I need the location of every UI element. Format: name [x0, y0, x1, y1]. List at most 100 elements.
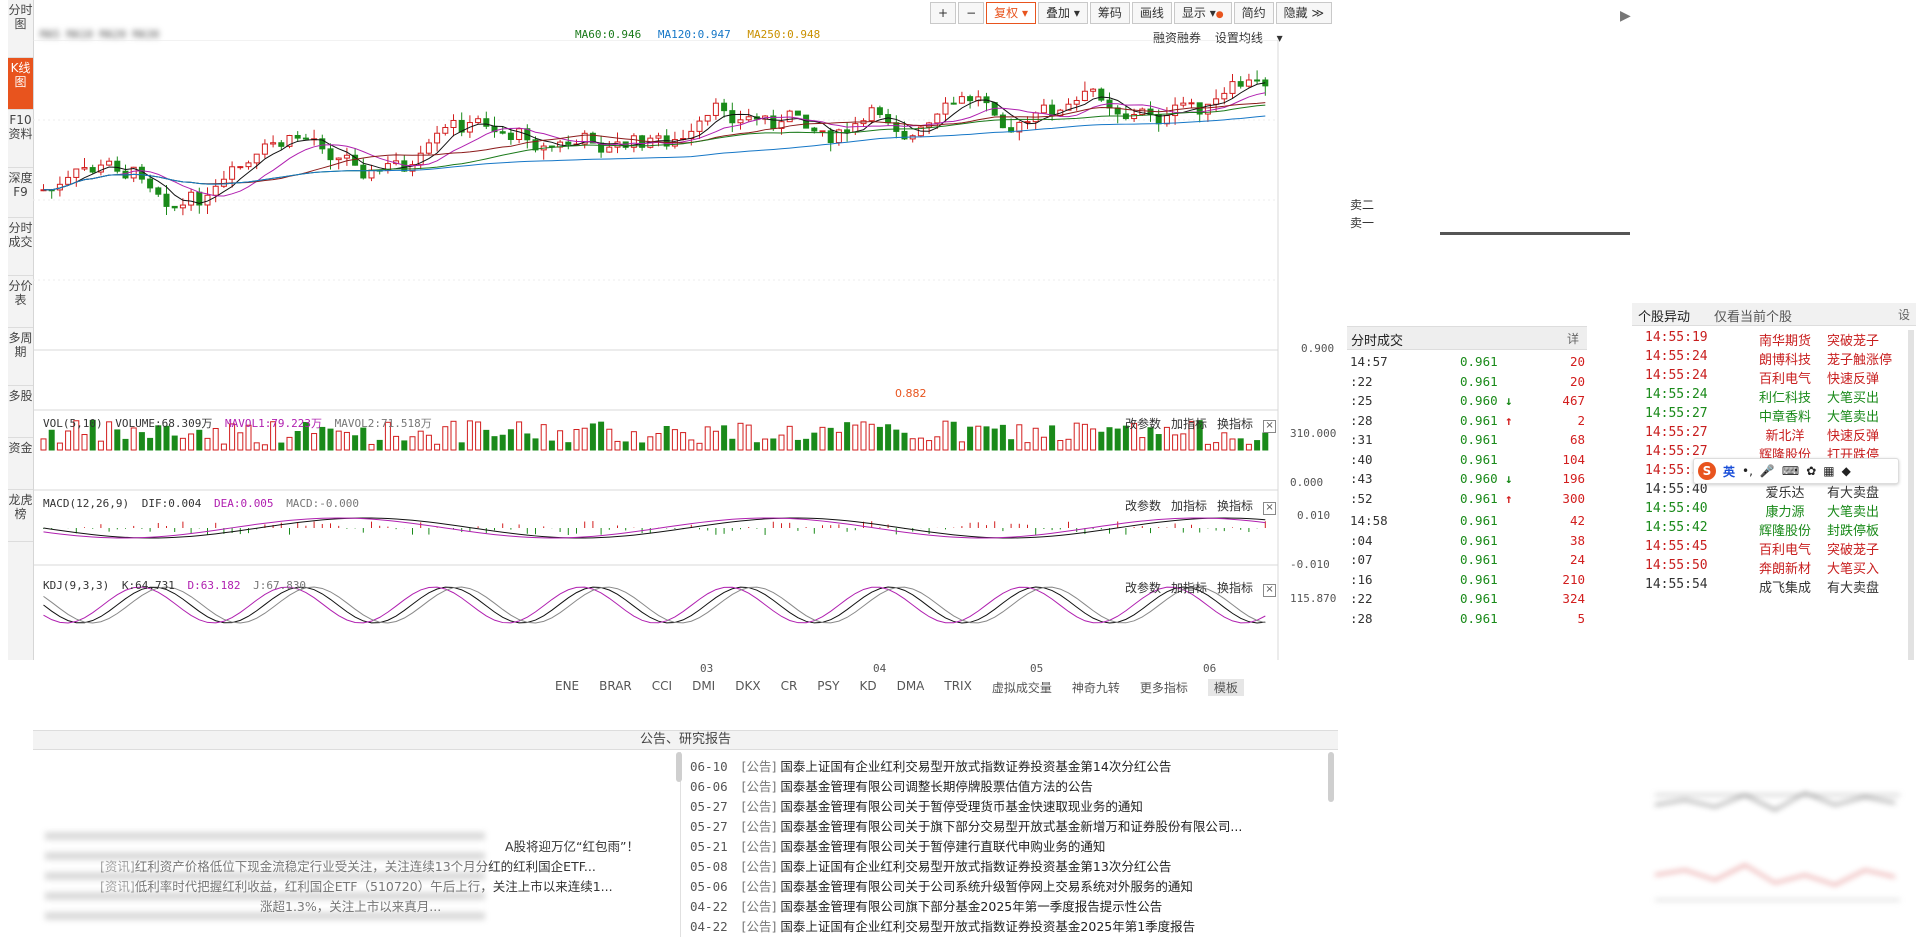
alert-stock-name[interactable]: 朗博科技 [1758, 353, 1811, 368]
indicator-tab-10[interactable]: 虚拟成交量 [991, 681, 1052, 695]
indicator-tab-13[interactable]: 模板 [1207, 679, 1244, 696]
indicator-tab-7[interactable]: KD [859, 679, 877, 693]
news-title[interactable]: A股将迎万亿“红包雨”！ [505, 839, 640, 854]
news-row[interactable]: 涨超1.3%，关注上市以来真月... [260, 896, 441, 915]
indicator-tab-0[interactable]: ENE [555, 679, 580, 693]
alert-row[interactable]: 14:55:50 奔朗新材 大笔买入 [1645, 558, 1885, 577]
alert-row[interactable]: 14:55:42 辉隆股份 封跌停板 [1645, 520, 1885, 539]
announcement-title[interactable]: 国泰基金管理有限公司关于暂停受理货币基金快速取现业务的通知 [780, 799, 1143, 814]
keyboard-icon[interactable]: ⌨ [1781, 464, 1800, 478]
alert-row[interactable]: 14:55:24 朗博科技 茏子触涨停 [1645, 349, 1892, 368]
announcement-row[interactable]: 05-08 [公告] 国泰上证国有企业红利交易型开放式指数证券投资基金第13次分红公… [690, 856, 1171, 875]
alert-row[interactable]: 14:55:27 新北洋 快速反弹 [1645, 425, 1885, 444]
indicator-tab-12[interactable]: 更多指标 [1139, 681, 1188, 695]
announcement-title[interactable]: 国泰基金管理有限公司关于暂停建行直联代申购业务的通知 [780, 839, 1106, 854]
zoom-out-button[interactable]: − [958, 2, 985, 24]
macd-add-indicator[interactable]: 加指标 [1171, 499, 1208, 513]
announcement-row[interactable]: 04-22 [公告] 国泰基金管理有限公司旗下部分基金2025年第一季度报告提示性公… [690, 896, 1162, 915]
indicator-tab-11[interactable]: 神奇九转 [1071, 681, 1120, 695]
ime-lang-label[interactable]: 英 [1723, 464, 1736, 479]
alert-row[interactable]: 14:55:40 康力源 大笔卖出 [1645, 501, 1885, 520]
alert-row[interactable]: 14:55:27 中章香料 大笔卖出 [1645, 406, 1885, 425]
zoom-in-button[interactable]: + [930, 2, 957, 24]
xianshi-dropdown[interactable]: 显示 ▾● [1173, 2, 1232, 24]
indicator-tab-2[interactable]: CCI [651, 679, 673, 693]
announcement-row[interactable]: 05-21 [公告] 国泰基金管理有限公司关于暂停建行直联代申购业务的通知 [690, 836, 1105, 855]
left-tab-7[interactable]: 多股 [8, 386, 33, 438]
news-row[interactable]: A股将迎万亿“红包雨”！ [505, 836, 639, 855]
alert-stock-name[interactable]: 中章香料 [1758, 410, 1811, 425]
announcement-title[interactable]: 国泰上证国有企业红利交易型开放式指数证券投资基金第14次分红公告 [780, 759, 1172, 774]
tab-stock-alerts[interactable]: 个股异动 [1638, 310, 1691, 325]
yincang-button[interactable]: 隐藏 ≫ [1275, 2, 1333, 24]
left-tab-5[interactable]: 分价表 [8, 276, 33, 328]
diejia-dropdown[interactable]: 叠加 ▾ [1037, 2, 1088, 24]
alert-stock-name[interactable]: 奔朗新材 [1758, 562, 1811, 577]
vol-close-icon[interactable]: × [1263, 420, 1277, 433]
alerts-scrollbar[interactable] [1908, 330, 1914, 660]
indicator-tab-5[interactable]: CR [780, 679, 798, 693]
macd-switch-indicator[interactable]: 换指标 [1217, 499, 1254, 513]
ime-toolbar[interactable]: S 英 •, 🎤 ⌨ ✿ ▦ ◆ [1693, 458, 1899, 484]
announcement-title[interactable]: 国泰上证国有企业红利交易型开放式指数证券投资基金2025年第1季度报告 [780, 919, 1196, 934]
punct-icon[interactable]: •, [1742, 464, 1753, 478]
announcement-row[interactable]: 05-06 [公告] 国泰基金管理有限公司关于公司系统升级暂停网上交易系统对外服务的… [690, 876, 1193, 895]
announcement-title[interactable]: 国泰基金管理有限公司调整长期停牌股票估值方法的公告 [780, 779, 1093, 794]
announcement-title[interactable]: 国泰基金管理有限公司关于公司系统升级暂停网上交易系统对外服务的通知 [780, 879, 1193, 894]
alert-stock-name[interactable]: 新北洋 [1765, 429, 1805, 444]
news-row[interactable]: [资讯]低利率时代把握红利收益，红利国企ETF（510720）午后上行，关注上市… [100, 876, 613, 895]
announcement-row[interactable]: 05-27 [公告] 国泰基金管理有限公司关于暂停受理货币基金快速取现业务的通知 [690, 796, 1143, 815]
set-ma-button[interactable]: 设置均线 [1214, 31, 1263, 45]
indicator-tab-4[interactable]: DKX [735, 679, 761, 693]
announcement-row[interactable]: 05-27 [公告] 国泰基金管理有限公司关于旗下部分交易型开放式基金新增万和证券股… [690, 816, 1242, 835]
macd-close-icon[interactable]: × [1263, 502, 1277, 515]
huaxian-button[interactable]: 画线 [1131, 2, 1172, 24]
alert-stock-name[interactable]: 百利电气 [1758, 543, 1811, 558]
kdj-switch-indicator[interactable]: 换指标 [1217, 581, 1254, 595]
fuquan-dropdown[interactable]: 复权 ▾ [986, 2, 1036, 24]
left-tab-6[interactable]: 多周期 [8, 328, 33, 386]
macd-change-params[interactable]: 改参数 [1125, 499, 1162, 513]
vol-change-params[interactable]: 改参数 [1125, 417, 1162, 431]
alert-stock-name[interactable]: 康力源 [1765, 505, 1805, 520]
kdj-add-indicator[interactable]: 加指标 [1171, 581, 1208, 595]
left-tab-9[interactable]: 龙虎榜 [8, 490, 33, 542]
rzrq-button[interactable]: 融资融券 [1153, 31, 1202, 45]
alert-stock-name[interactable]: 爱乐达 [1765, 486, 1805, 501]
left-tab-1[interactable]: K线图 [8, 58, 33, 110]
alert-stock-name[interactable]: 百利电气 [1758, 372, 1811, 387]
news-title[interactable]: 红利资产价格低位下现金流稳定行业受关注，关注连续13个月分红的红利国企ETF..… [134, 859, 596, 874]
grid-icon[interactable]: ▦ [1823, 464, 1835, 478]
kdj-change-params[interactable]: 改参数 [1125, 581, 1162, 595]
alert-row[interactable]: 14:55:40 爱乐达 有大卖盘 [1645, 482, 1885, 501]
indicator-tab-6[interactable]: PSY [817, 679, 840, 693]
alert-row[interactable]: 14:55:24 百利电气 快速反弹 [1645, 368, 1885, 387]
collapse-arrow-icon[interactable]: ▶ [1620, 8, 1631, 24]
skin-icon[interactable]: ✿ [1806, 464, 1817, 478]
trades-detail-button[interactable]: 详 [1566, 332, 1579, 346]
left-news-scrollbar[interactable] [676, 752, 682, 782]
alert-stock-name[interactable]: 成飞集成 [1758, 581, 1811, 596]
chouma-button[interactable]: 筹码 [1089, 2, 1130, 24]
left-tab-2[interactable]: F10资料 [8, 110, 33, 168]
news-title[interactable]: 低利率时代把握红利收益，红利国企ETF（510720）午后上行，关注上市以来连续… [134, 879, 613, 894]
indicator-tab-9[interactable]: TRIX [944, 679, 972, 693]
jianyue-button[interactable]: 简约 [1233, 2, 1274, 24]
alerts-settings-button[interactable]: 设 [1897, 308, 1910, 322]
announcement-title[interactable]: 国泰基金管理有限公司旗下部分基金2025年第一季度报告提示性公告 [780, 899, 1163, 914]
vol-add-indicator[interactable]: 加指标 [1171, 417, 1208, 431]
announcement-row[interactable]: 06-10 [公告] 国泰上证国有企业红利交易型开放式指数证券投资基金第14次分红公… [690, 756, 1171, 775]
more-icon[interactable]: ◆ [1841, 464, 1851, 478]
indicator-tab-8[interactable]: DMA [896, 679, 925, 693]
mic-icon[interactable]: 🎤 [1759, 464, 1775, 478]
announcement-title[interactable]: 国泰上证国有企业红利交易型开放式指数证券投资基金第13次分红公告 [780, 859, 1172, 874]
left-tab-8[interactable]: 资金 [8, 438, 33, 490]
kdj-close-icon[interactable]: × [1263, 584, 1277, 597]
alert-stock-name[interactable]: 南华期货 [1758, 334, 1811, 349]
news-title[interactable]: 涨超1.3%，关注上市以来真月... [260, 899, 442, 914]
left-tab-3[interactable]: 深度F9 [8, 168, 33, 218]
news-scrollbar[interactable] [1328, 752, 1334, 802]
news-row[interactable]: [资讯]红利资产价格低位下现金流稳定行业受关注，关注连续13个月分红的红利国企E… [100, 856, 596, 875]
left-tab-4[interactable]: 分时成交 [8, 218, 33, 276]
kline-chart[interactable]: 0.900 0.882 [33, 40, 1338, 680]
